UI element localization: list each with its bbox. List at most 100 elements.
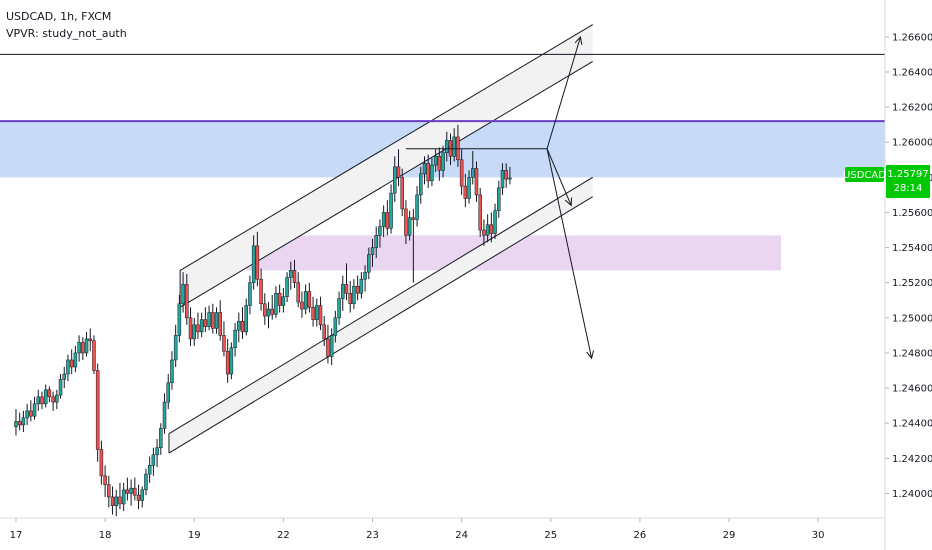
- candle-body: [62, 373, 66, 380]
- candle-body: [437, 156, 442, 171]
- candle-body: [25, 410, 29, 419]
- candle-body: [478, 194, 482, 231]
- candle-body: [259, 278, 263, 305]
- candle-body: [329, 335, 334, 357]
- candle-body: [40, 396, 44, 405]
- candle-body: [374, 235, 378, 248]
- x-tick-label: 26: [634, 530, 647, 541]
- last-price-tag-symbol: USDCAD: [843, 170, 886, 181]
- candle-body: [196, 324, 200, 333]
- candle-body: [51, 396, 55, 403]
- y-tick-label: 1.24800: [892, 348, 932, 359]
- candle-body: [381, 212, 386, 227]
- candle-body: [185, 284, 189, 319]
- candle-body: [296, 282, 300, 303]
- candle-body: [181, 284, 185, 305]
- candle-body: [489, 224, 494, 234]
- candle-body: [199, 319, 204, 333]
- candle-body: [359, 278, 364, 294]
- candle-body: [251, 245, 256, 283]
- candle-body: [233, 329, 237, 348]
- candle-body: [58, 379, 63, 396]
- candle-body: [318, 305, 323, 326]
- candle-body: [348, 292, 352, 305]
- y-tick-label: 1.24000: [892, 489, 932, 500]
- candle-body: [497, 187, 501, 211]
- candle-body: [21, 417, 26, 426]
- candle-body: [77, 342, 81, 354]
- candle-body: [508, 177, 512, 180]
- candle-body: [214, 312, 219, 329]
- candle-body: [419, 173, 423, 196]
- candle-body: [415, 194, 419, 220]
- candle-body: [445, 140, 449, 154]
- candle-body: [133, 487, 137, 496]
- candle-body: [32, 403, 37, 417]
- x-tick-label: 24: [455, 530, 468, 541]
- candle-body: [474, 168, 479, 196]
- candle-body: [396, 166, 401, 178]
- candle-body: [485, 224, 490, 236]
- channel-0-upper-line: [179, 24, 593, 271]
- candle-body: [36, 396, 41, 405]
- candle-body: [81, 342, 85, 354]
- y-tick-label: 1.24400: [892, 419, 932, 430]
- x-tick-label: 23: [366, 530, 379, 541]
- candle-body: [355, 285, 360, 294]
- candle-body: [404, 208, 408, 236]
- candle-body: [88, 338, 92, 341]
- trend-line-3: [546, 148, 593, 359]
- candle-body: [482, 229, 486, 236]
- channel-0-fill: [180, 24, 593, 308]
- candle-body: [263, 303, 267, 317]
- candle-body: [237, 321, 241, 331]
- candle-body: [136, 494, 141, 501]
- candle-body: [426, 163, 430, 182]
- candle-body: [255, 245, 260, 280]
- candle-body: [69, 359, 74, 368]
- candle-body: [155, 447, 159, 456]
- candle-body: [333, 317, 338, 336]
- y-tick-label: 1.26000: [892, 138, 932, 149]
- candle-body: [107, 484, 111, 498]
- trend-line-1: [546, 148, 572, 206]
- candle-body: [500, 170, 505, 189]
- candle-body: [326, 338, 330, 357]
- candle-body: [110, 496, 115, 506]
- candle-body: [203, 319, 208, 327]
- candle-body: [367, 254, 371, 273]
- candle-body: [393, 166, 397, 194]
- candle-body: [400, 177, 404, 210]
- candle-body: [452, 136, 456, 157]
- candle-body: [55, 394, 59, 403]
- candle-body: [248, 282, 252, 306]
- candle-body: [281, 296, 286, 306]
- candle-body: [43, 389, 48, 405]
- candle-body: [459, 159, 464, 187]
- candle-body: [207, 312, 211, 327]
- candle-body: [292, 270, 297, 283]
- x-tick-label: 30: [812, 530, 825, 541]
- candle-body: [433, 156, 438, 166]
- candle-body: [99, 449, 104, 477]
- candle-body: [322, 324, 326, 340]
- candle-body: [378, 226, 382, 236]
- candle-body: [140, 489, 144, 501]
- candle-body: [430, 164, 434, 182]
- candle-body: [337, 298, 341, 319]
- candle-body: [73, 352, 78, 368]
- candle-body: [467, 177, 471, 199]
- arrow-head-2: [574, 35, 583, 45]
- channel-1-lower-line: [168, 196, 593, 454]
- x-tick-label: 29: [723, 530, 736, 541]
- candle-body: [389, 192, 393, 229]
- candle-body: [211, 312, 215, 329]
- candle-body: [270, 308, 274, 315]
- candle-body: [118, 496, 122, 505]
- candle-body: [240, 321, 245, 333]
- candle-body: [303, 291, 308, 310]
- y-tick-label: 1.25000: [892, 313, 932, 324]
- candle-body: [225, 350, 230, 375]
- channels-layer: [168, 24, 593, 454]
